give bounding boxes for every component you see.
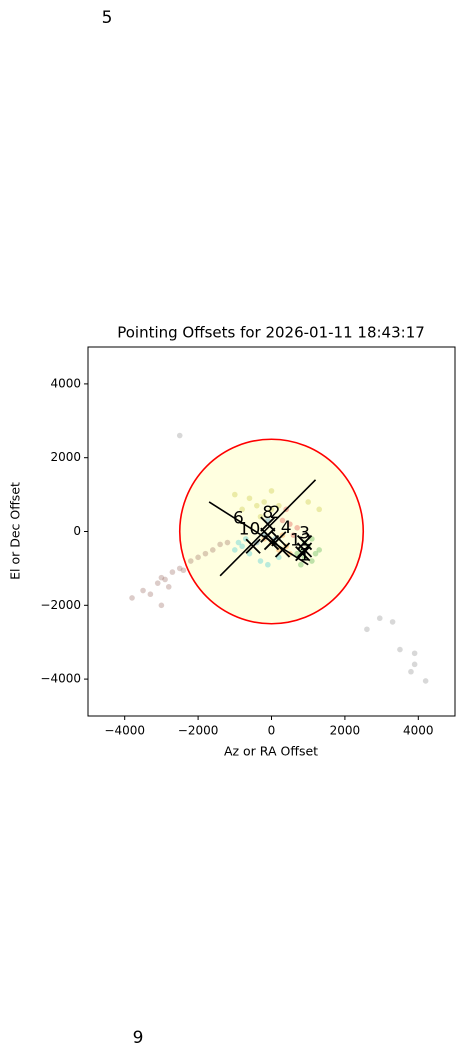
y-axis-label: El or Dec Offset [8,482,23,580]
point [312,550,319,557]
x-tick-label: −2000 [178,724,219,738]
point [176,432,183,439]
x-marker [260,527,276,543]
point [232,491,238,498]
point [276,502,282,509]
point [224,539,231,546]
point-label: 8 [262,503,273,523]
point [169,569,176,575]
x-marker [274,542,291,558]
point [376,615,383,622]
point [290,532,297,538]
x-marker [260,516,276,532]
point-label: 12 [290,531,312,551]
y-tick-label: 2000 [50,450,81,464]
x-tick-label: 0 [268,724,276,738]
point [261,499,267,505]
point [254,502,260,509]
cross-line [208,501,309,566]
point [305,499,312,505]
point [408,668,414,675]
chart-title: Pointing Offsets for 2026-01-11 18:43:17 [117,324,425,342]
point [158,574,165,581]
corner-text: 9 [133,1028,144,1048]
point [180,567,187,574]
point [176,565,183,572]
point-label: 3 [299,523,310,543]
point [309,558,315,564]
point [422,678,429,684]
point [140,587,146,594]
y-tick-label: 0 [73,524,81,538]
point [147,591,154,598]
point [316,506,323,513]
x-tick-label: 2000 [330,724,361,738]
point [235,539,242,546]
point [129,595,135,601]
x-marker [296,534,313,551]
y-tick-label: −2000 [40,598,81,612]
point [158,602,165,609]
point [246,495,253,502]
point [217,541,223,548]
corner-text: 5 [102,8,113,28]
point [209,547,216,553]
x-tick-label: 4000 [403,724,434,738]
point [411,661,418,668]
point [364,626,370,633]
point [232,547,238,553]
point-label: 6 [233,509,244,529]
point [397,646,403,653]
y-tick-label: −4000 [40,672,81,686]
point-label: 2 [270,503,281,523]
point-label: 1 [299,545,310,565]
x-marker [245,538,261,554]
point-label: 10 [239,520,261,540]
point [195,554,201,561]
x-axis-label: Az or RA Offset [224,744,318,759]
point [257,558,264,564]
point [202,550,209,557]
x-marker [271,531,287,547]
point [239,543,245,550]
point [279,517,286,524]
point [162,576,168,583]
point [265,561,271,568]
point [298,561,304,568]
point [389,619,396,625]
x-marker [296,542,313,558]
point [287,521,293,527]
point [268,506,275,513]
cross-line [219,479,317,577]
point [294,525,300,531]
x-tick-label: −4000 [104,724,145,738]
point-label: 4 [281,518,292,538]
point [411,650,418,657]
y-tick-label: 4000 [50,376,81,390]
x-marker [263,534,280,551]
point [239,506,245,513]
point [187,558,194,564]
point [268,488,275,494]
point [154,580,161,586]
point [165,584,172,590]
point [316,547,323,553]
